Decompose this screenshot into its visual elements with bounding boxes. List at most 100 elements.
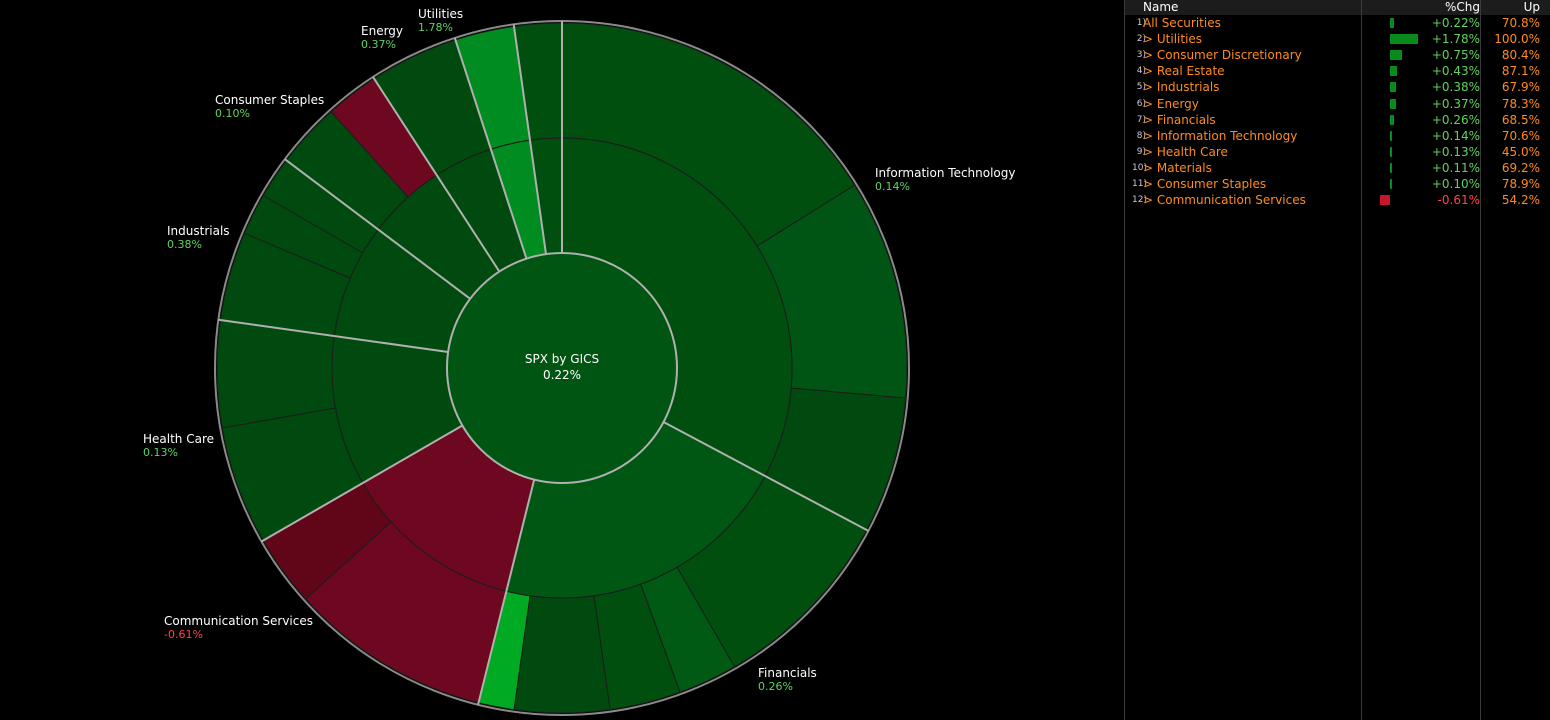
panel-row[interactable]: 11) > Consumer Staples +0.10% 78.9%: [1125, 176, 1550, 192]
panel-row[interactable]: 8) > Information Technology +0.14% 70.6%: [1125, 128, 1550, 144]
row-index: 10): [1132, 162, 1147, 173]
row-up-percent: 45.0%: [1501, 144, 1540, 159]
column-divider: [1480, 0, 1481, 720]
label-communication-services[interactable]: Communication Services -0.61%: [164, 614, 313, 642]
row-name[interactable]: > Energy: [1143, 96, 1199, 111]
panel-row[interactable]: 6) > Energy +0.37% 78.3%: [1125, 96, 1550, 112]
panel-row[interactable]: 3) > Consumer Discretionary +0.75% 80.4%: [1125, 47, 1550, 63]
change-bar: [1390, 82, 1397, 93]
header-chg[interactable]: %Chg: [1445, 0, 1481, 14]
row-up-percent: 69.2%: [1501, 160, 1540, 175]
row-name[interactable]: > Materials: [1143, 160, 1212, 175]
row-name[interactable]: > Financials: [1143, 112, 1216, 127]
row-index: 12): [1132, 195, 1147, 206]
row-change: +0.75%: [1431, 48, 1480, 63]
row-change: +0.10%: [1431, 177, 1480, 191]
row-change: +0.37%: [1431, 96, 1480, 111]
label-name: Information Technology: [875, 166, 1016, 180]
row-change: +0.14%: [1431, 128, 1480, 143]
label-industrials[interactable]: Industrials 0.38%: [167, 224, 230, 252]
panel-row[interactable]: 2) > Utilities +1.78% 100.0%: [1125, 31, 1550, 47]
label-name: Utilities: [418, 7, 464, 21]
securities-panel: Name %Chg Up 1) All Securities +0.22% 70.8%…: [1124, 0, 1550, 720]
row-index: 9): [1136, 146, 1146, 157]
row-up-percent: 87.1%: [1501, 64, 1540, 79]
row-up-percent: 68.5%: [1501, 112, 1540, 127]
row-change: +0.43%: [1431, 64, 1480, 79]
row-name[interactable]: > Communication Services: [1143, 193, 1306, 208]
row-name[interactable]: > Utilities: [1143, 32, 1203, 47]
panel-row[interactable]: 7) > Financials +0.26% 68.5%: [1125, 112, 1550, 128]
sector-divider: [663, 421, 869, 532]
label-financials[interactable]: Financials 0.26%: [758, 666, 817, 694]
label-name: Communication Services: [164, 614, 313, 628]
label-energy[interactable]: Energy 0.37%: [361, 24, 403, 52]
row-name[interactable]: > Industrials: [1143, 80, 1220, 95]
change-bar: [1390, 179, 1392, 189]
label-value: 0.13%: [143, 446, 178, 459]
label-value: 0.14%: [875, 180, 910, 193]
row-index: 1): [1136, 18, 1146, 28]
row-up-percent: 70.6%: [1501, 128, 1540, 143]
row-change: +0.26%: [1431, 112, 1480, 127]
label-consumer-staples[interactable]: Consumer Staples 0.10%: [215, 93, 324, 121]
row-index: 8): [1136, 130, 1146, 141]
label-information-technology[interactable]: Information Technology 0.14%: [875, 166, 1016, 194]
row-name[interactable]: > Consumer Staples: [1143, 177, 1267, 191]
row-up-percent: 80.4%: [1501, 48, 1540, 63]
header-name[interactable]: Name: [1143, 0, 1179, 14]
change-bar: [1390, 130, 1393, 141]
center-label[interactable]: SPX by GICS 0.22%: [507, 351, 617, 383]
panel-row[interactable]: 10) > Materials +0.11% 69.2%: [1125, 160, 1550, 176]
label-value: 1.78%: [418, 21, 453, 34]
row-up-percent: 67.9%: [1501, 80, 1540, 95]
row-up-percent: 78.9%: [1501, 177, 1540, 191]
label-utilities[interactable]: Utilities 1.78%: [418, 7, 463, 35]
center-title: SPX by GICS: [524, 352, 600, 366]
sector-divider: [284, 158, 471, 300]
change-bar: [1390, 162, 1392, 173]
row-change: +0.13%: [1431, 144, 1480, 159]
panel-row[interactable]: 4) > Real Estate +0.43% 87.1%: [1125, 63, 1550, 79]
outer-ring-slice[interactable]: [513, 595, 611, 714]
panel-row[interactable]: 5) > Industrials +0.38% 67.9%: [1125, 79, 1550, 95]
center-value: 0.22%: [542, 368, 582, 382]
center-circle[interactable]: [446, 252, 678, 484]
row-up-percent: 70.8%: [1501, 16, 1540, 30]
sunburst-chart-area: SPX by GICS 0.22% Information Technology…: [143, 7, 1016, 716]
column-divider: [1361, 0, 1362, 720]
label-name: Health Care: [143, 432, 215, 446]
panel-row[interactable]: 12) > Communication Services -0.61% 54.2%: [1125, 192, 1550, 208]
row-index: 2): [1136, 34, 1146, 45]
sector-divider: [477, 479, 536, 705]
panel-header: Name %Chg Up: [1125, 0, 1550, 15]
panel-row[interactable]: 1) All Securities +0.22% 70.8%: [1125, 15, 1550, 31]
row-up-percent: 100.0%: [1494, 32, 1540, 47]
sector-divider: [512, 24, 547, 255]
row-name[interactable]: > Real Estate: [1143, 64, 1225, 79]
row-name[interactable]: > Health Care: [1143, 144, 1228, 159]
label-value: 0.38%: [167, 238, 202, 251]
row-change: +1.78%: [1431, 32, 1480, 47]
row-index: 11): [1132, 179, 1147, 189]
change-bar: [1390, 34, 1419, 45]
row-index: 5): [1136, 82, 1146, 93]
label-health-care[interactable]: Health Care 0.13%: [143, 432, 214, 460]
sector-divider: [218, 318, 449, 353]
row-index: 3): [1136, 50, 1146, 61]
header-up[interactable]: Up: [1523, 0, 1540, 14]
row-name[interactable]: > Consumer Discretionary: [1143, 48, 1302, 63]
row-name[interactable]: All Securities: [1143, 16, 1221, 30]
panel-row[interactable]: 9) > Health Care +0.13% 45.0%: [1125, 144, 1550, 160]
row-name[interactable]: > Information Technology: [1143, 128, 1298, 143]
row-change: +0.38%: [1431, 80, 1480, 95]
change-bar: [1390, 146, 1393, 157]
label-value: -0.61%: [164, 628, 203, 641]
label-value: 0.10%: [215, 107, 250, 120]
row-change: -0.61%: [1437, 193, 1480, 208]
row-index: 4): [1136, 66, 1146, 77]
label-name: Consumer Staples: [215, 93, 325, 107]
row-change: +0.22%: [1431, 16, 1480, 30]
sector-divider: [372, 76, 501, 273]
row-index: 6): [1136, 98, 1146, 109]
